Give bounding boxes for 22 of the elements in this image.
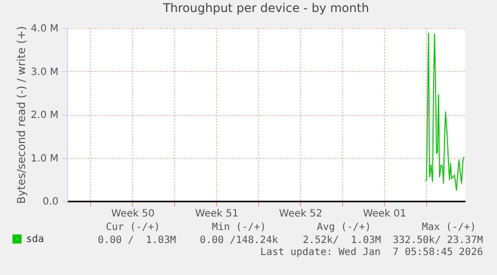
text: Max (-/+) (422, 222, 476, 233)
y-tick-label: 4.0 M (30, 24, 58, 34)
x-tick-label: Week 51 (195, 208, 238, 220)
y-tick-label: 3.0 M (30, 66, 58, 78)
y-tick-label: 2.0 M (30, 110, 58, 121)
line-series (424, 32, 464, 191)
y-axis-title: Bytes/second read (-) / write (+) (14, 26, 28, 204)
text: Min (-/+) (212, 222, 266, 233)
text: 332.50k/ 23.37M (392, 235, 483, 246)
text: Avg (-/+) (316, 222, 371, 233)
legend-label: sda (26, 234, 44, 245)
text: 0.00 / 1.03M (98, 235, 176, 246)
text: Last update: Wed Jan 7 05:58:45 2026 (260, 247, 483, 258)
chart-title: Throughput per device - by month (162, 1, 370, 15)
y-tick-label: 0.0 (42, 196, 58, 208)
text: 2.52k/ 1.03M (302, 235, 381, 246)
x-tick-label: Week 52 (279, 208, 322, 220)
x-tick-label: Week 50 (111, 208, 155, 220)
x-tick-label: Week 01 (362, 208, 406, 220)
text: 0.00 /148.24k (200, 235, 278, 246)
text: Cur (-/+) (106, 222, 160, 233)
y-tick-label: 1.0 M (30, 153, 58, 164)
